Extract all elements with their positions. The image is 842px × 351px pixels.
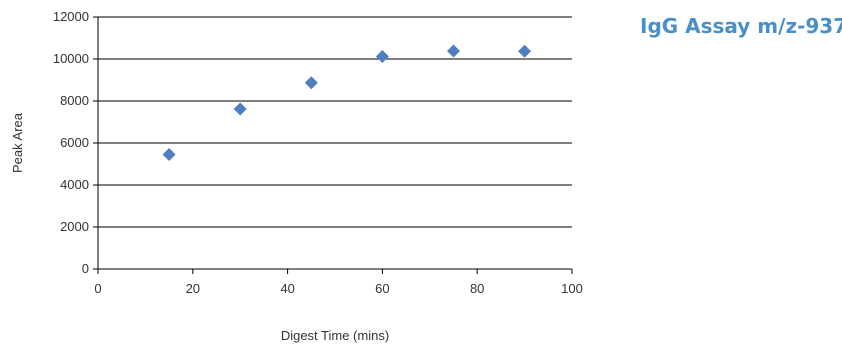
x-tick-label: 60 (375, 281, 389, 296)
x-tick-label: 20 (186, 281, 200, 296)
y-tick-label: 6000 (60, 135, 89, 150)
x-tick-label: 40 (280, 281, 294, 296)
axes (93, 16, 573, 274)
y-tick-label: 2000 (60, 219, 89, 234)
y-tick-label: 4000 (60, 177, 89, 192)
data-point (375, 49, 389, 63)
y-tick-label: 10000 (53, 51, 89, 66)
x-tick-label: 80 (470, 281, 484, 296)
grid-lines (98, 16, 572, 228)
x-tick-label: 100 (561, 281, 583, 296)
x-tick-label: 0 (94, 281, 101, 296)
y-axis-label: Peak Area (10, 112, 25, 173)
data-points (162, 44, 532, 162)
tick-labels: 0 2000 4000 6000 8000 10000 12000 0 20 40 60 80 100 (53, 9, 583, 296)
y-tick-label: 0 (82, 261, 89, 276)
data-point (162, 148, 176, 162)
data-point (447, 44, 460, 58)
data-point (304, 76, 318, 90)
y-tick-label: 12000 (53, 9, 89, 24)
data-point (518, 44, 532, 58)
data-point (233, 102, 247, 116)
chart-title: IgG Assay m/z-937 (640, 14, 842, 38)
x-axis-label: Digest Time (mins) (281, 328, 389, 343)
y-tick-label: 8000 (60, 93, 89, 108)
